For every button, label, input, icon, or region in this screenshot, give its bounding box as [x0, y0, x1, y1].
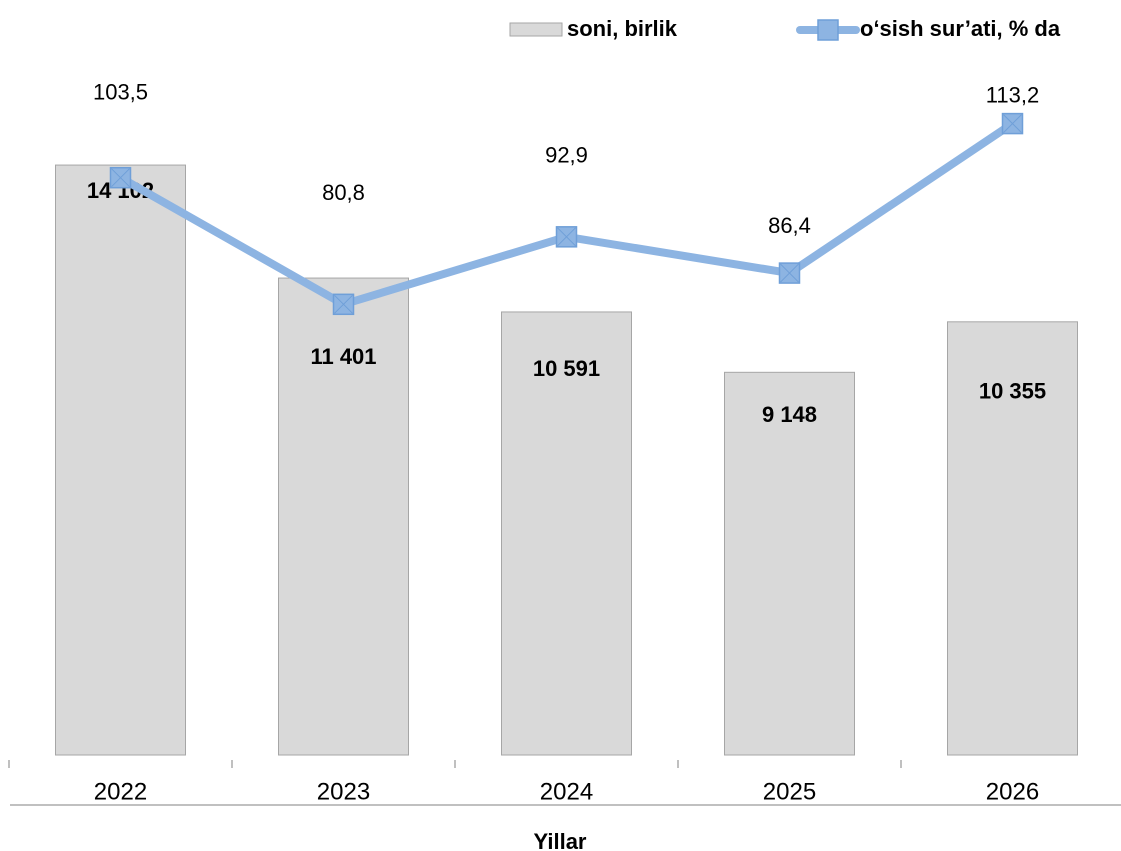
- line-marker-cross: [334, 294, 353, 314]
- bar-value-label: 9 148: [762, 402, 817, 427]
- legend-marker: [817, 19, 839, 41]
- line-value-label: 86,4: [768, 213, 811, 238]
- bar: [278, 277, 409, 756]
- legend-swatch: [509, 22, 563, 37]
- bar-value-label: 10 591: [533, 356, 600, 381]
- bar: [724, 371, 855, 756]
- line-value-label: 103,5: [93, 80, 148, 105]
- line-value-label: 113,2: [986, 82, 1039, 107]
- bar: [55, 164, 186, 756]
- bar-value-label: 11 401: [310, 344, 376, 369]
- bar: [501, 311, 632, 756]
- x-tick-label: 2022: [94, 778, 147, 805]
- legend-label: soni, birlik: [567, 16, 678, 41]
- x-tick-label: 2023: [317, 778, 370, 805]
- x-tick-label: 2026: [986, 778, 1039, 805]
- x-axis-label: Yillar: [534, 829, 587, 851]
- bar: [947, 321, 1078, 756]
- legend-label: o‘sish sur’ati, % da: [860, 16, 1061, 41]
- line-marker-cross: [780, 263, 799, 283]
- bar-value-label: 10 355: [979, 379, 1046, 404]
- x-tick-label: 2024: [540, 778, 593, 805]
- line-marker-cross: [111, 168, 130, 188]
- x-tick-label: 2025: [763, 778, 816, 805]
- line-marker-cross: [1003, 114, 1022, 133]
- line-value-label: 80,8: [322, 180, 365, 205]
- line-marker-cross: [557, 227, 576, 247]
- line-value-label: 92,9: [545, 143, 588, 168]
